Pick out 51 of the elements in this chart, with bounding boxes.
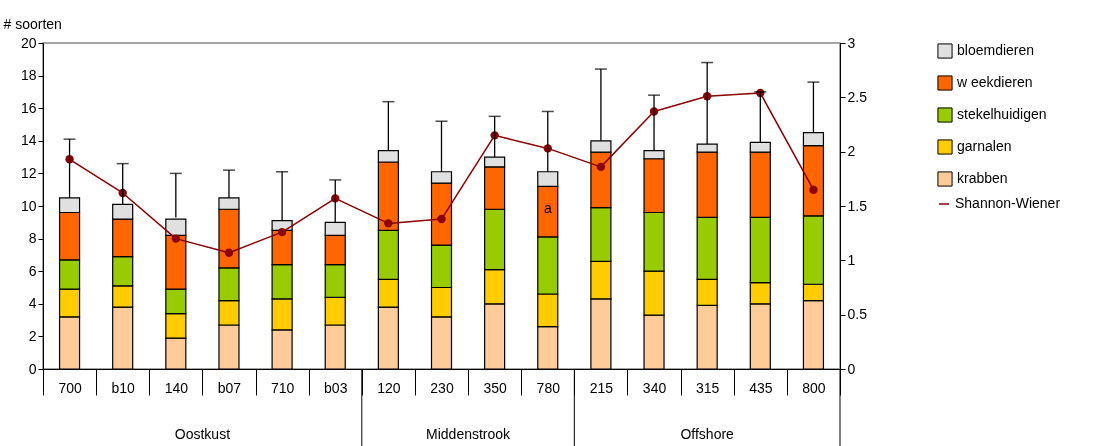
point [384, 219, 393, 228]
y-tick-label: 16 [20, 99, 37, 116]
y2-tick-label: 2 [847, 143, 856, 160]
y-tick-label: 0 [28, 360, 37, 377]
y-tick-label: 14 [20, 132, 37, 149]
x-tick-label: 215 [589, 379, 614, 396]
x-tick-label: 700 [58, 379, 82, 396]
y-tick-label: 8 [28, 230, 37, 247]
y-tick-label: 4 [28, 295, 37, 312]
y-tick-label: 12 [20, 164, 37, 181]
x-tick-label: 340 [642, 379, 667, 396]
y-axis-title: # soorten [3, 15, 62, 32]
point [809, 185, 818, 194]
text: Oostkust [174, 426, 231, 442]
x-tick-label: 230 [430, 379, 454, 396]
y2-tick-label: 3 [847, 34, 856, 51]
y-tick-label: 2 [28, 327, 37, 344]
legend-label: garnalen [957, 138, 1012, 154]
x-tick-label: 780 [536, 379, 561, 396]
text: Middenstrook [426, 426, 512, 442]
point [224, 248, 234, 257]
y-tick-label: 10 [20, 197, 37, 214]
x-tick-label: b03 [324, 379, 348, 396]
y-tick-label: 20 [20, 34, 37, 51]
point [596, 162, 606, 172]
x-tick-label: 710 [270, 379, 295, 396]
y2-tick-label: 1.5 [847, 197, 868, 214]
x-tick-label: b10 [111, 379, 136, 396]
y2-tick-label: 1 [847, 251, 856, 268]
legend-label: w eekdieren [956, 74, 1033, 90]
x-tick-label: 435 [749, 379, 773, 396]
y2-tick-label: 0 [847, 360, 856, 377]
point [437, 214, 446, 224]
x-tick-label: 315 [695, 379, 720, 396]
legend-label: stekelhuidigen [957, 106, 1047, 122]
point [171, 234, 181, 243]
y2-tick-label: 0.5 [847, 306, 868, 323]
y-tick-label: 6 [28, 262, 37, 279]
text: Offshore [680, 426, 735, 442]
x-tick-label: 800 [802, 379, 826, 396]
legend-label: krabben [957, 170, 1008, 186]
y2-tick-label: 2.5 [847, 88, 868, 105]
legend-label: bloemdieren [957, 42, 1035, 58]
x-tick-label: 140 [164, 379, 189, 396]
legend-label: Shannon-Wiener [955, 195, 1061, 211]
y-tick-label: 18 [20, 67, 37, 84]
annotation: a [543, 200, 552, 217]
point [277, 227, 287, 237]
x-tick-label: b07 [217, 379, 242, 396]
x-tick-label: 120 [377, 379, 401, 396]
x-tick-label: 350 [483, 379, 508, 396]
